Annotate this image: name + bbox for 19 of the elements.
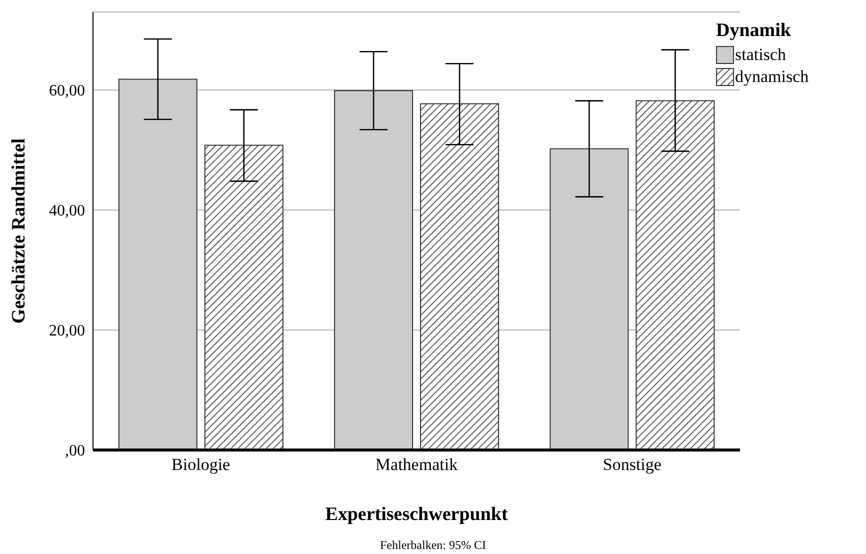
legend-title: Dynamik — [716, 20, 792, 42]
x-tick-label: Mathematik — [375, 455, 458, 474]
y-tick-label: 40,00 — [49, 202, 85, 220]
bar — [204, 144, 284, 450]
y-axis-title: Geschätzte Randmittel — [8, 138, 30, 324]
y-tick-label: 20,00 — [49, 322, 85, 340]
bar — [636, 100, 715, 450]
bar — [420, 103, 500, 450]
x-axis-title: Expertiseschwerpunkt — [325, 504, 508, 525]
legend-label: dynamisch — [735, 67, 809, 87]
bar — [550, 148, 629, 450]
legend-label: statisch — [735, 45, 786, 65]
bar — [334, 90, 414, 450]
bar — [118, 78, 198, 450]
y-tick-label: 60,00 — [49, 82, 85, 100]
y-tick-label: ,00 — [65, 442, 85, 460]
x-tick-label: Sonstige — [602, 455, 662, 474]
text: Fehlerbalken: 95% CI — [379, 538, 487, 553]
x-tick-label: Biologie — [172, 455, 230, 474]
